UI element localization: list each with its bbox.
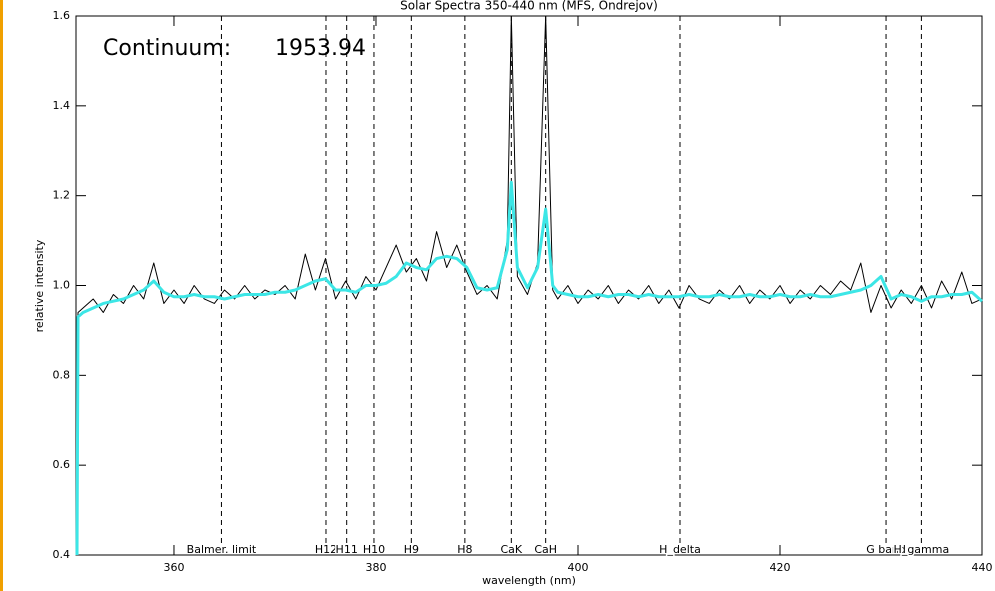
marker-label: H10 (363, 543, 385, 556)
series-line (76, 15, 983, 353)
marker-label: H_delta (659, 543, 701, 556)
marker-label: H_gamma (894, 543, 950, 556)
chart-title: Solar Spectra 350-440 nm (MFS, Ondrejov) (400, 0, 658, 13)
y-tick-label: 1.4 (53, 99, 71, 112)
y-tick-label: 1.6 (53, 9, 71, 22)
marker-label: H8 (457, 543, 472, 556)
continuum-label: Continuum: (103, 36, 231, 61)
y-tick-label: 1.2 (53, 189, 71, 202)
y-tick-label: 1.0 (53, 279, 71, 292)
x-tick-label: 380 (365, 561, 386, 574)
x-axis-label: wavelength (nm) (482, 574, 576, 587)
y-tick-label: 0.4 (53, 548, 71, 561)
marker-label: H11 (336, 543, 358, 556)
marker-label: CaK (501, 543, 523, 556)
x-tick-label: 400 (567, 561, 588, 574)
y-axis-label: relative intensity (33, 239, 46, 332)
y-tick-label: 0.6 (53, 458, 71, 471)
series-line (75, 180, 983, 556)
y-tick-label: 0.8 (53, 368, 71, 381)
x-tick-label: 420 (769, 561, 790, 574)
marker-label: CaH (534, 543, 557, 556)
x-tick-label: 440 (972, 561, 993, 574)
marker-label: H9 (404, 543, 419, 556)
marker-label: Balmer. limit (187, 543, 257, 556)
marker-label: H12 (315, 543, 337, 556)
continuum-value: 1953.94 (275, 36, 366, 61)
window-edge (0, 0, 3, 591)
x-tick-label: 360 (163, 561, 184, 574)
marker-label: G band (866, 543, 906, 556)
